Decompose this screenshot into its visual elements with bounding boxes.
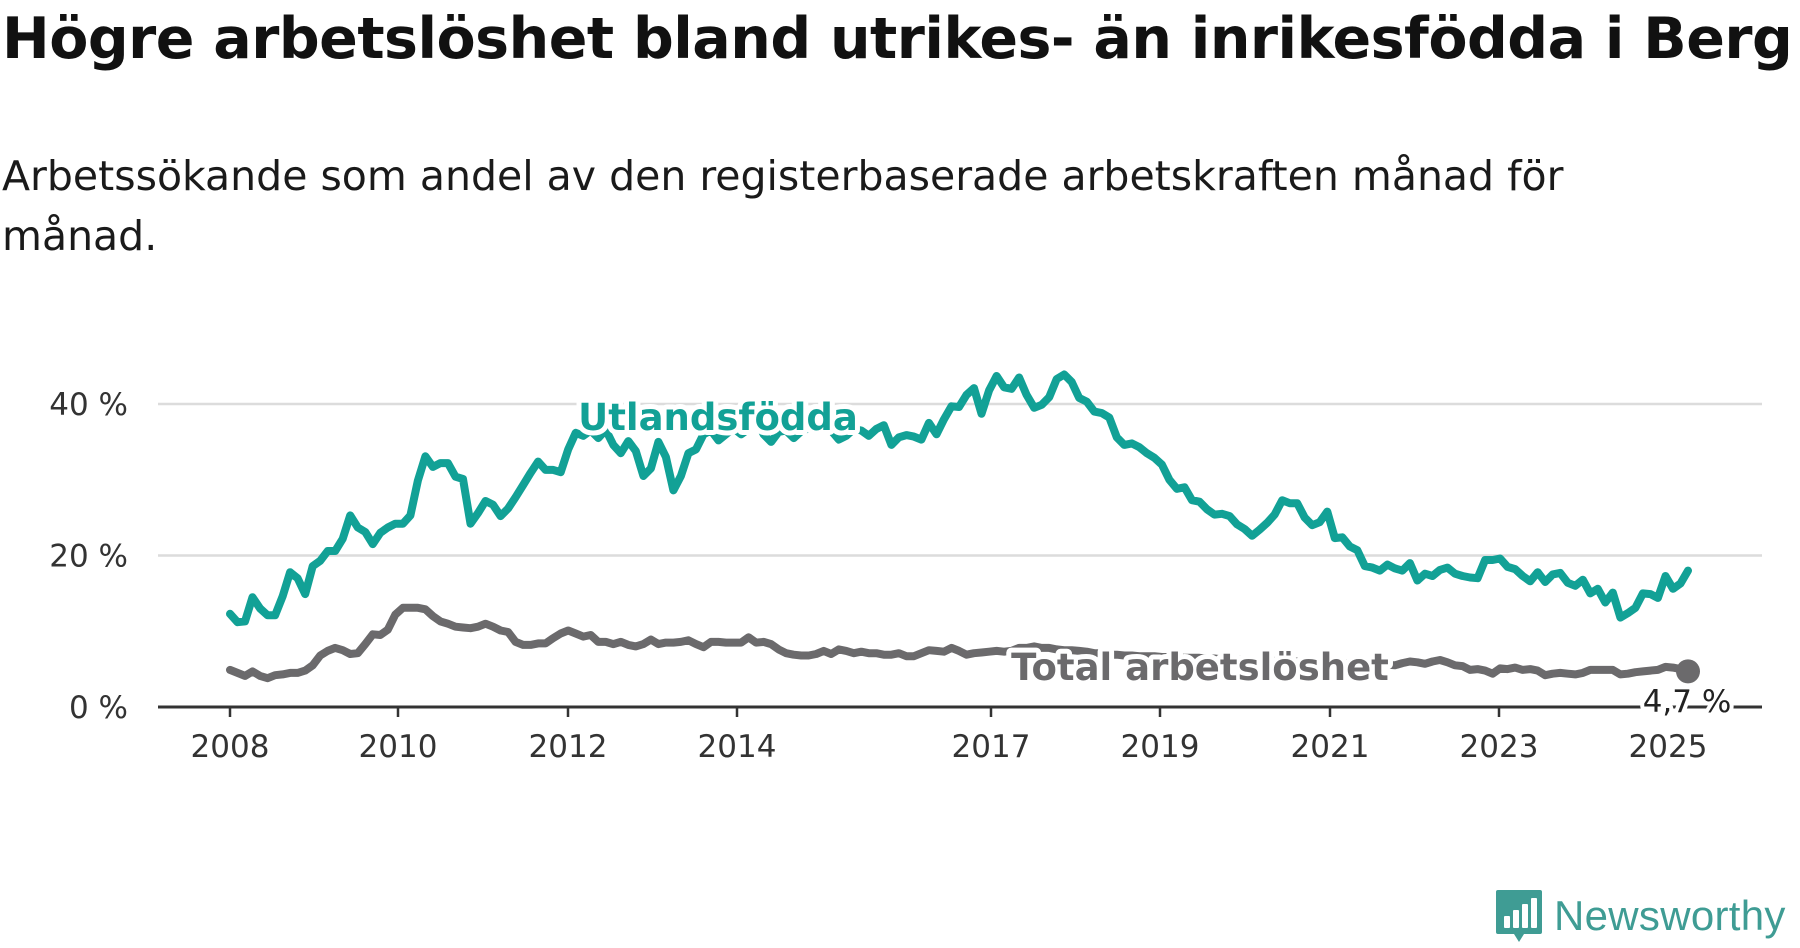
x-tick-label-2012: 2012 (529, 729, 608, 765)
x-tick-label-2010: 2010 (359, 729, 438, 765)
x-tick-label-2008: 2008 (191, 729, 270, 765)
brand-name: Newsworthy (1554, 892, 1786, 939)
x-tick-label-2025: 2025 (1629, 729, 1708, 765)
chart-title: Högre arbetslöshet bland utrikes- än inr… (2, 6, 1793, 72)
series-line-total (226, 603, 1692, 683)
series-line-utlandsfodda (226, 370, 1692, 627)
series-end-label-total: 4,7 % (1643, 684, 1732, 720)
series-label-total: Total arbetslöshet (1011, 646, 1389, 689)
y-tick-label-40: 40 % (49, 387, 128, 423)
series-lines (226, 370, 1700, 684)
x-tick-label-2023: 2023 (1460, 729, 1539, 765)
y-tick-label-20: 20 % (49, 539, 128, 575)
axes: 0 % 20 % 40 % 2008 2010 2012 2014 2017 2019 2021 2… (49, 387, 1762, 765)
y-tick-label-0: 0 % (69, 690, 128, 726)
series-label-utlandsfodda: Utlandsfödda (578, 396, 858, 439)
grid-lines (158, 402, 1762, 557)
labels: 4,7 % Utlandsfödda Total arbetslöshet (573, 391, 1735, 724)
x-tick-label-2014: 2014 (698, 729, 777, 765)
x-tick-label-2017: 2017 (952, 729, 1031, 765)
newsworthy-logo-icon (1496, 890, 1542, 942)
series-end-marker-total (1676, 659, 1700, 684)
newsworthy-brand[interactable]: Newsworthy (1494, 888, 1786, 944)
x-tick-label-2021: 2021 (1291, 729, 1370, 765)
x-tick-label-2019: 2019 (1121, 729, 1200, 765)
chart-subtitle: Arbetssökande som andel av den registerb… (2, 152, 1564, 260)
